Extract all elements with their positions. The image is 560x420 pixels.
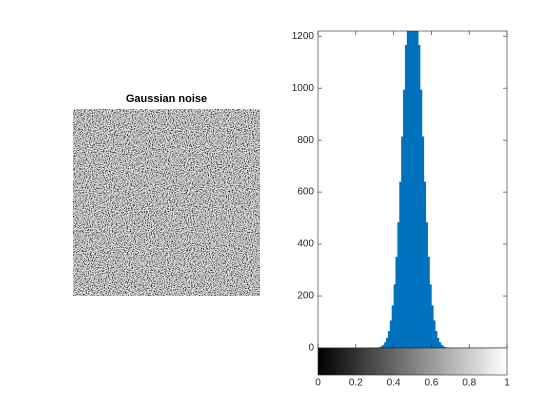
histogram-bar xyxy=(433,320,436,348)
histogram-bar xyxy=(435,331,438,348)
histogram-bar xyxy=(420,89,423,348)
histogram-bar xyxy=(429,284,432,348)
histogram-bar xyxy=(416,31,419,348)
histogram-bar xyxy=(406,31,410,348)
histogram-bar xyxy=(384,342,387,348)
y-tick-label: 200 xyxy=(297,291,314,302)
y-tick-label: 800 xyxy=(297,135,314,146)
histogram-bar xyxy=(414,31,417,348)
y-tick-label: 400 xyxy=(297,239,314,250)
noise-image xyxy=(73,109,260,296)
bars xyxy=(374,31,451,348)
x-tick-label: 1 xyxy=(504,378,510,389)
histogram-bar xyxy=(397,222,400,348)
histogram-bar xyxy=(410,31,413,348)
histogram-bar xyxy=(440,344,444,348)
histogram-bar xyxy=(389,320,393,348)
histogram-bar xyxy=(418,45,421,348)
y-tick-label: 0 xyxy=(308,343,314,354)
histogram-bar xyxy=(427,256,430,348)
histogram-bar xyxy=(378,347,381,348)
histogram-bar xyxy=(438,342,442,348)
histogram-bar xyxy=(437,337,440,348)
histogram-bar xyxy=(423,181,427,348)
x-tick-label: 0.8 xyxy=(462,378,476,389)
y-tick-label: 600 xyxy=(297,187,314,198)
histogram-bar xyxy=(393,284,396,348)
histogram-bar xyxy=(399,181,402,348)
histogram-bar xyxy=(442,346,445,348)
histogram-bar xyxy=(387,331,391,348)
colorbar xyxy=(317,347,508,376)
histogram-bar xyxy=(425,222,428,348)
histogram-bar xyxy=(421,136,425,348)
y-tick-label: 1000 xyxy=(292,83,315,94)
histogram-bar xyxy=(401,136,404,348)
histogram-bar xyxy=(412,31,415,348)
x-tick-label: 0.6 xyxy=(424,378,438,389)
histogram-bar xyxy=(380,346,383,348)
histogram-bar xyxy=(444,347,447,348)
x-tick-label: 0 xyxy=(315,378,321,389)
histogram-bar xyxy=(403,89,406,348)
histogram-bar xyxy=(408,31,411,348)
histogram-bar xyxy=(391,305,394,348)
histogram-bar xyxy=(395,256,398,348)
histogram-bar xyxy=(382,344,385,348)
histogram-bar xyxy=(404,45,408,348)
histogram-bar xyxy=(431,305,434,348)
image-title: Gaussian noise xyxy=(126,93,207,105)
histogram-bar xyxy=(386,337,389,348)
x-tick-label: 0.2 xyxy=(349,378,363,389)
x-tick-label: 0.4 xyxy=(387,378,401,389)
y-tick-label: 1200 xyxy=(292,31,315,42)
